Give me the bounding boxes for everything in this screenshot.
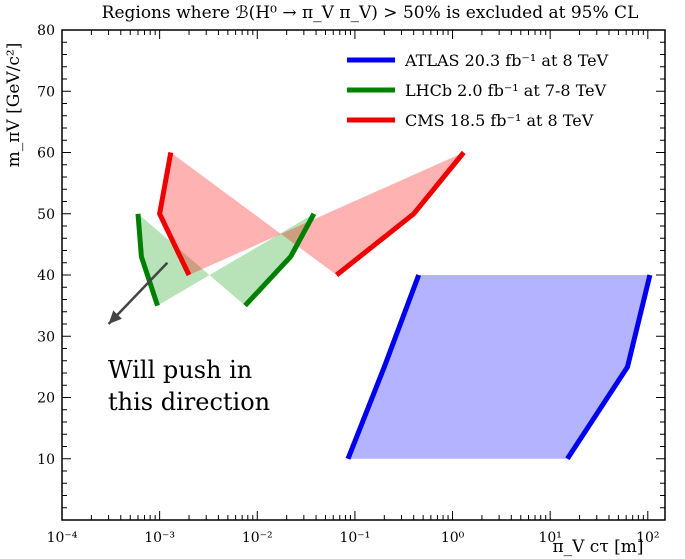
cms-left-boundary	[157, 152, 192, 277]
cms-right-boundary	[335, 150, 466, 277]
x-axis-ticks: 10⁻⁴ 10⁻³ 10⁻² 10⁻¹ 10⁰ 10¹ 10²	[47, 30, 660, 546]
y-tick-label: 70	[37, 84, 55, 100]
x-tick-label: 10¹	[538, 530, 561, 546]
cms-legend-label: CMS 18.5 fb⁻¹ at 8 TeV	[405, 111, 594, 130]
atlas-left-boundary	[345, 274, 422, 460]
y-tick-label: 40	[37, 268, 55, 284]
x-tick-label: 10⁻⁴	[47, 530, 78, 546]
x-tick-label: 10²	[636, 530, 659, 546]
atlas-legend-label: ATLAS 20.3 fb⁻¹ at 8 TeV	[404, 51, 609, 70]
legend: ATLAS 20.3 fb⁻¹ at 8 TeV LHCb 2.0 fb⁻¹ at…	[347, 51, 609, 130]
annotation-arrow-head	[108, 310, 122, 324]
y-tick-label: 20	[37, 391, 55, 407]
atlas-right-boundary	[565, 274, 653, 461]
y-tick-label: 60	[37, 146, 55, 162]
annotation-text-line: this direction	[108, 388, 270, 416]
x-tick-label: 10⁻²	[242, 530, 273, 546]
x-tick-label: 10⁻¹	[339, 530, 370, 546]
y-tick-label: 30	[37, 329, 55, 345]
lhcb-right-boundary	[243, 212, 317, 308]
annotation-layer: Will push in this direction	[107, 261, 270, 416]
atlas-region	[348, 275, 650, 459]
lhcb-left-boundary	[135, 213, 160, 307]
lhcb-region	[138, 213, 314, 306]
y-tick-label: 80	[37, 23, 55, 39]
chart-title: Regions where ℬ(H⁰ → π_V π_V) > 50% is e…	[102, 3, 639, 23]
y-tick-label: 50	[37, 207, 55, 223]
regions-layer	[138, 152, 650, 459]
x-tick-label: 10⁰	[441, 530, 465, 546]
y-tick-label: 10	[37, 452, 55, 468]
lhcb-legend-label: LHCb 2.0 fb⁻¹ at 7-8 TeV	[405, 81, 607, 100]
boundaries-layer	[135, 150, 653, 461]
y-axis-title: m_πV [GeV/c²]	[4, 43, 24, 168]
cms-region	[159, 152, 464, 275]
x-axis-title: π_V cτ [m]	[552, 537, 643, 557]
annotation-text-line: Will push in	[108, 356, 252, 384]
annotation-arrow-shaft	[107, 261, 169, 325]
x-tick-label: 10⁻³	[144, 530, 175, 546]
y-axis-ticks: 10 20 30 40 50 60 70 80	[37, 23, 665, 521]
